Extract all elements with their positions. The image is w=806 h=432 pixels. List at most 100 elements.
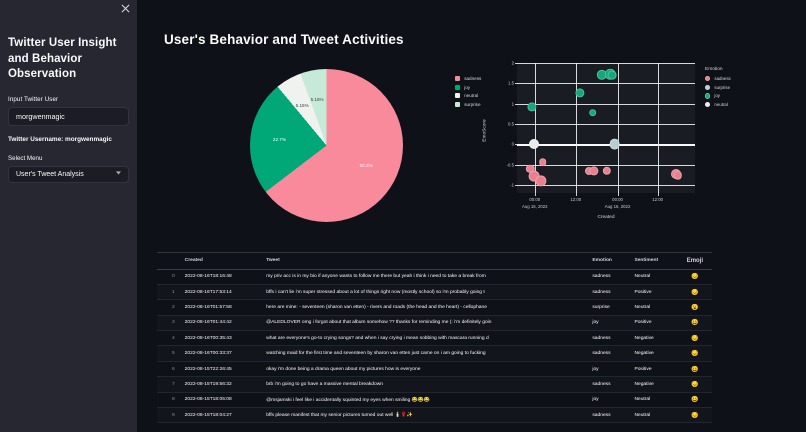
scatter-gridline-x: [617, 63, 619, 193]
cell-created: 2022-08-16T01:44:42: [180, 315, 263, 332]
col-created: Created: [180, 253, 263, 270]
table-row[interactable]: 3 2022-08-16T01:44:42 @ALEDLOVER omg i for…: [157, 315, 712, 332]
legend-dot-icon: [705, 84, 711, 90]
scatter-legend-item[interactable]: surprise: [705, 84, 731, 90]
table-row[interactable]: 7 2022-08-15T19:56:32 brb i'm going to go …: [157, 376, 712, 393]
scatter-x-date-label: Aug 16, 2022: [604, 204, 631, 209]
scatter-y-tick: 0.5: [508, 121, 514, 127]
scatter-plot-area: 2 1.5 1 0.5 0 -0.5 -1 00:00 Aug 15, 2022 12:00 00:…: [507, 61, 695, 209]
legend-dot-icon: [705, 93, 711, 99]
pie-legend-item[interactable]: surprise: [455, 101, 481, 107]
col-sentiment: Sentiment: [630, 253, 678, 270]
scatter-x-tickmark: [617, 193, 619, 196]
table-body: 0 2022-08-16T18:16:48 my priv acc is in my…: [157, 269, 712, 424]
cell-emotion: surprise: [588, 299, 631, 316]
cell-created: 2022-08-16T00:33:37: [180, 345, 263, 362]
table-row[interactable]: 6 2022-08-15T22:26:45 okay i'm done being …: [157, 361, 712, 378]
cell-emotion: sadness: [588, 345, 631, 362]
scatter-y-tickmark: [514, 144, 517, 146]
input-label: Input Twitter User: [8, 95, 59, 103]
table-row[interactable]: 5 2022-08-16T00:33:37 watching maid for th…: [157, 345, 712, 362]
table-row[interactable]: 4 2022-08-16T00:35:43 what are everyone's …: [157, 330, 712, 347]
cell-emoji: 😔: [677, 330, 712, 347]
scatter-y-tickmark: [514, 123, 517, 125]
pie-legend-item[interactable]: sadness: [455, 76, 481, 82]
cell-tweet: here are mine: - seventeen (sharon van e…: [262, 299, 589, 316]
cell-tweet: okay i'm done being a drama queen about …: [262, 361, 589, 378]
close-icon[interactable]: [118, 2, 132, 16]
col-emoji: Emoji: [677, 253, 712, 270]
table-row[interactable]: 9 2022-08-15T18:04:27 bffs please manifest…: [157, 407, 712, 424]
legend-swatch-icon: [455, 101, 461, 107]
scatter-gridline-x: [534, 63, 536, 193]
cell-emoji: 😮: [677, 299, 712, 316]
scatter-point-sadness[interactable]: [673, 170, 683, 180]
scatter-y-tickmark: [514, 83, 517, 85]
scatter-legend-item[interactable]: joy: [705, 93, 731, 99]
emotion-scatter-chart: 2 1.5 1 0.5 0 -0.5 -1 00:00 Aug 15, 2022 12:00 00:…: [477, 55, 777, 235]
scatter-point-joy[interactable]: [527, 102, 537, 112]
cell-emotion: sadness: [588, 284, 631, 301]
scatter-legend-items: sadness surprise joy neutral: [705, 76, 731, 108]
scatter-legend-item[interactable]: neutral: [705, 101, 731, 108]
pie-legend-item[interactable]: joy: [455, 84, 481, 90]
cell-emoji: 😀: [677, 315, 712, 332]
cell-tweet: @msjamski i feel like i accidentally squ…: [262, 392, 589, 409]
scatter-y-tick: 2: [511, 60, 514, 66]
scatter-gridline-y: [517, 123, 695, 125]
charts-row: 60.3% 22.7% 5.15% 5.15% sadness joy neutral su…: [157, 55, 786, 235]
scatter-x-tick: 12:00: [652, 197, 663, 202]
cell-index: 2: [157, 299, 181, 316]
cell-tweet: my priv acc is in my bio if anyone wants…: [262, 269, 589, 285]
pie-legend-item[interactable]: neutral: [455, 93, 481, 99]
cell-emotion: joy: [588, 361, 631, 378]
sidebar: Twitter User Insight and Behavior Observ…: [0, 0, 137, 432]
scatter-y-tick: 1: [511, 101, 514, 107]
pie-legend: sadness joy neutral surprise: [455, 76, 481, 110]
scatter-y-tickmark: [514, 164, 517, 166]
cell-sentiment: Neutral: [630, 407, 678, 424]
select-menu-label: Select Menu: [8, 154, 43, 162]
scatter-point-sadness[interactable]: [539, 158, 547, 166]
table-row[interactable]: 1 2022-08-16T17:53:14 bffs i can't lie i'm…: [157, 284, 712, 301]
scatter-y-tick: 0: [511, 141, 514, 147]
cell-created: 2022-08-16T18:16:48: [180, 269, 263, 285]
scatter-point-sadness[interactable]: [535, 175, 547, 187]
scatter-gridline-x: [657, 63, 659, 193]
twitter-user-input[interactable]: [8, 106, 129, 126]
cell-index: 6: [157, 361, 181, 378]
cell-sentiment: Negative: [630, 376, 678, 393]
scatter-point-joy[interactable]: [607, 70, 617, 80]
scatter-point-sadness[interactable]: [602, 166, 612, 175]
scatter-point-joy[interactable]: [588, 108, 597, 117]
scatter-point-sadness[interactable]: [589, 166, 599, 176]
scatter-point-surprise[interactable]: [609, 138, 620, 150]
scatter-y-tickmark: [514, 184, 517, 186]
cell-index: 9: [157, 407, 181, 424]
scatter-legend-label: sadness: [714, 76, 731, 82]
scatter-legend-item[interactable]: sadness: [705, 76, 731, 82]
scatter-point-neutral[interactable]: [528, 139, 539, 150]
cell-index: 7: [157, 376, 181, 393]
col-emotion: Emotion: [588, 253, 631, 270]
pie-legend-label: neutral: [464, 93, 479, 99]
scatter-legend: Emotion sadness surprise joy neutral: [705, 67, 731, 110]
scatter-gridline-y: [517, 184, 695, 186]
cell-created: 2022-08-15T18:05:08: [180, 392, 263, 409]
scatter-x-tickmark: [575, 193, 577, 196]
select-menu-dropdown[interactable]: User's Tweet Analysis: [8, 165, 129, 183]
cell-emoji: 😔: [677, 345, 712, 362]
cell-tweet: bffs please manifest that my senior pict…: [262, 407, 589, 424]
table-row[interactable]: 2 2022-08-16T01:57:58 here are mine: - sev…: [157, 299, 712, 316]
scatter-point-joy[interactable]: [575, 88, 585, 98]
table-row[interactable]: 0 2022-08-16T18:16:48 my priv acc is in my…: [157, 269, 712, 285]
scatter-x-tickmark: [534, 193, 536, 196]
pie-graphic: [250, 69, 403, 222]
scatter-x-tick: 12:00: [570, 197, 582, 202]
cell-created: 2022-08-16T17:53:14: [180, 284, 263, 301]
table-row[interactable]: 8 2022-08-15T18:05:08 @msjamski i feel lik…: [157, 392, 712, 409]
cell-tweet: watching maid for the first time and sev…: [262, 345, 589, 362]
